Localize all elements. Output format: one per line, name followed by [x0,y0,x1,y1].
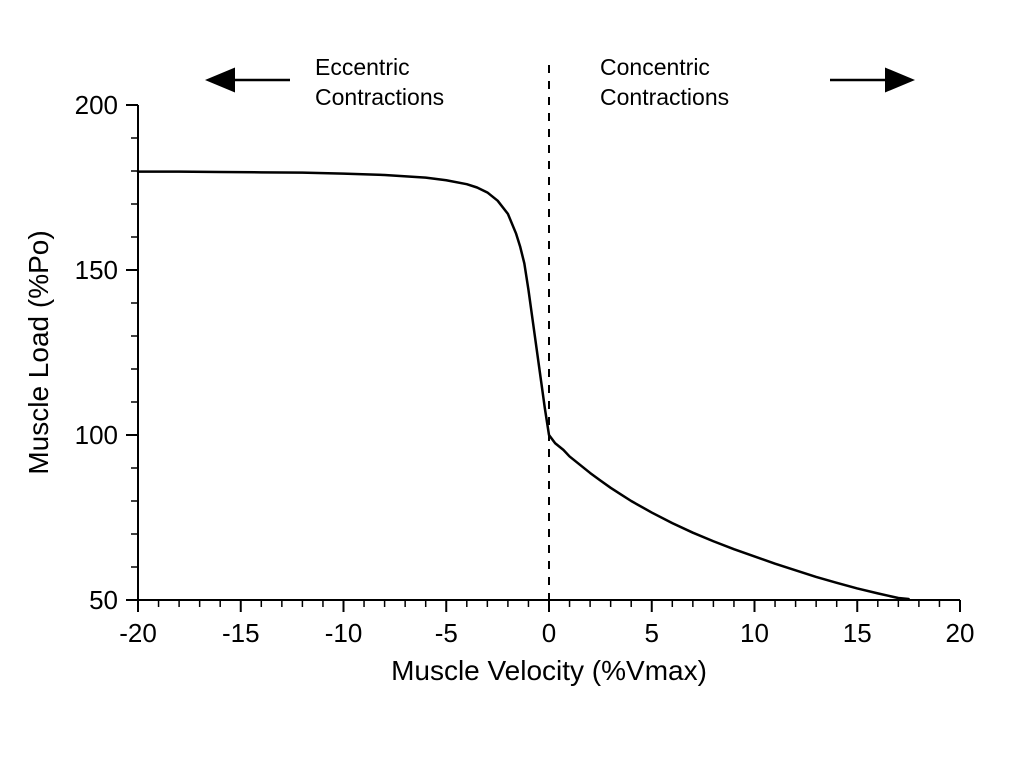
chart-svg: -20 -15 -10 -5 0 5 10 15 20 50 100 150 200 Muscle Vel… [0,0,1024,757]
left-region-label-1: Eccentric [315,54,410,80]
right-region-label-1: Concentric [600,54,710,80]
x-tick-label: 15 [843,618,872,648]
y-axis-label: Muscle Load (%Po) [23,230,54,474]
x-tick-label: -5 [435,618,458,648]
y-tick-label: 50 [89,585,118,615]
x-tick-label: -15 [222,618,260,648]
right-region-label-2: Contractions [600,84,729,110]
x-tick-label: 10 [740,618,769,648]
force-velocity-chart: -20 -15 -10 -5 0 5 10 15 20 50 100 150 200 Muscle Vel… [0,0,1024,757]
x-tick-label: 0 [542,618,556,648]
x-tick-label: 20 [946,618,975,648]
x-tick-label: -10 [325,618,363,648]
y-tick-label: 200 [75,90,118,120]
y-tick-label: 150 [75,255,118,285]
left-region-label-2: Contractions [315,84,444,110]
x-tick-label: -20 [119,618,157,648]
x-axis-label: Muscle Velocity (%Vmax) [391,655,707,686]
x-tick-label: 5 [645,618,659,648]
y-tick-label: 100 [75,420,118,450]
